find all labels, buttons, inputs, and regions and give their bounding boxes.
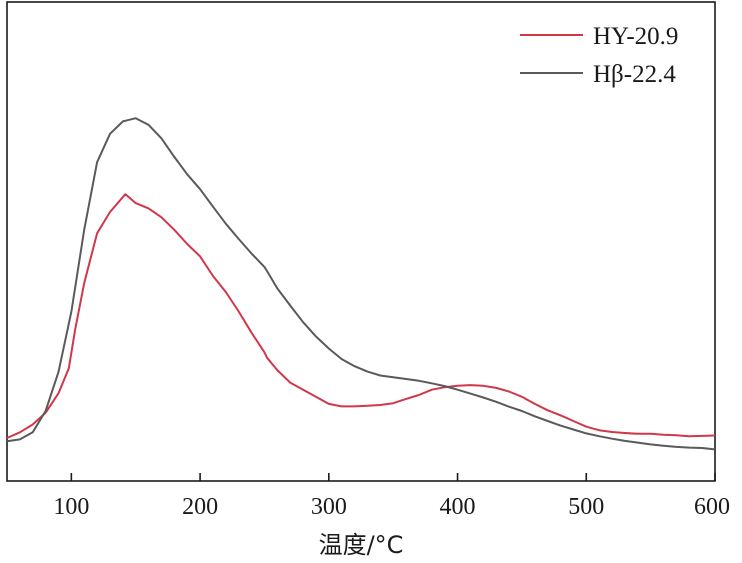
x-tick-label-400: 400 [440,494,476,520]
x-tick-label-600: 600 [694,494,730,520]
x-tick-label-500: 500 [568,494,604,520]
legend-label-hbeta: Hβ-22.4 [593,61,676,88]
legend: HY-20.9 Hβ-22.4 [520,23,678,88]
x-tick-label-200: 200 [182,494,218,520]
x-tick-labels: 100 200 300 400 500 600 [53,494,730,520]
series-line-hbeta [6,117,716,451]
plot-frame [6,1,716,482]
x-tick-label-300: 300 [311,494,347,520]
x-axis-title: 温度/°C [319,531,404,559]
x-tick-label-100: 100 [53,494,89,520]
series-layer [6,117,716,451]
legend-label-hy: HY-20.9 [593,23,678,50]
series-line-hy [6,193,716,439]
x-ticks [70,473,716,481]
